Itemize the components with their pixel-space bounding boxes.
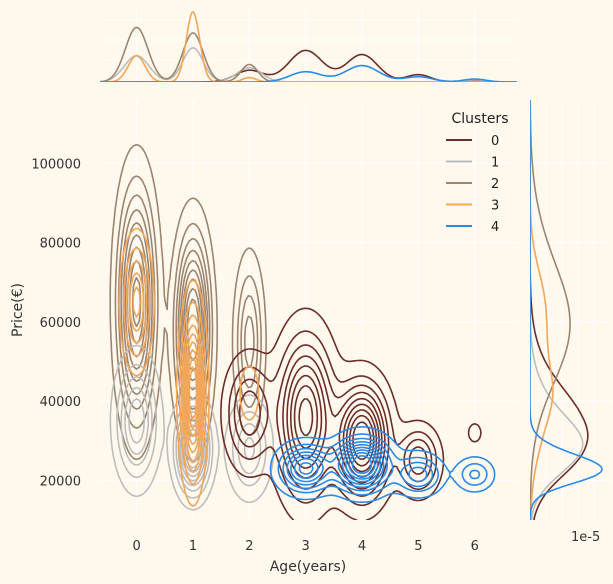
kde-contour-plot — [109, 143, 496, 520]
legend-label-3: 3 — [491, 199, 499, 214]
y-tick-labels: 20000 40000 60000 80000 100000 — [31, 157, 81, 489]
y-tick-label: 40000 — [40, 395, 81, 410]
legend-label-0: 0 — [491, 134, 499, 149]
legend-label-1: 1 — [491, 156, 499, 171]
contour-line — [286, 441, 428, 488]
x-tick-labels: 0 1 2 3 4 5 6 — [132, 539, 478, 554]
y-tick-label: 20000 — [40, 474, 81, 489]
x-tick-label: 0 — [132, 539, 140, 554]
y-axis-title: Price(€) — [10, 283, 26, 337]
top-marginal-line-1 — [100, 46, 517, 82]
right-marginal-gridlines — [530, 100, 612, 520]
x-tick-label: 1 — [189, 539, 197, 554]
kde-series-3 — [118, 227, 260, 507]
contour-line — [282, 437, 481, 492]
contour-line — [129, 272, 204, 462]
contour-line — [298, 449, 379, 480]
x-axis-title: Age(years) — [270, 559, 347, 575]
x-tick-label: 2 — [245, 539, 253, 554]
x-tick-label: 3 — [302, 539, 310, 554]
legend: Clusters 0 1 2 3 4 — [446, 111, 508, 235]
kde-series-4 — [269, 426, 496, 503]
y-tick-label: 60000 — [40, 316, 81, 331]
right-marginal-line-4 — [530, 100, 603, 520]
y-tick-label: 80000 — [40, 237, 81, 252]
contour-line — [186, 349, 200, 438]
contour-line — [122, 247, 207, 486]
contour-line — [290, 443, 385, 486]
y-tick-label: 100000 — [31, 157, 81, 172]
x-tick-label: 6 — [471, 539, 479, 554]
legend-label-4: 4 — [491, 220, 499, 235]
top-marginal-line-2 — [100, 26, 517, 82]
contour-line — [126, 260, 205, 473]
contour-line — [188, 366, 198, 421]
kde-series-0 — [220, 307, 482, 520]
marginal-offset-label: 1e-5 — [571, 530, 600, 545]
x-tick-label: 5 — [414, 539, 422, 554]
contour-line — [348, 452, 376, 478]
contour-line — [293, 446, 382, 483]
contour-line — [351, 455, 373, 474]
right-marginal-line-3 — [530, 100, 554, 520]
contour-line — [187, 357, 199, 430]
x-tick-label: 4 — [358, 539, 366, 554]
top-marginal-gridlines — [100, 8, 517, 82]
contour-line — [269, 426, 496, 503]
contour-line — [184, 341, 202, 446]
top-marginal-kde — [100, 11, 517, 82]
top-marginal-line-4 — [100, 64, 517, 82]
contour-line — [220, 307, 482, 520]
right-marginal-line-2 — [530, 100, 571, 520]
contour-line — [277, 433, 488, 496]
legend-label-2: 2 — [491, 177, 499, 192]
contour-line — [132, 286, 203, 454]
right-marginal-line-0 — [530, 100, 589, 520]
contour-line — [118, 227, 260, 507]
legend-title: Clusters — [452, 111, 509, 127]
right-marginal-kde — [530, 100, 603, 520]
